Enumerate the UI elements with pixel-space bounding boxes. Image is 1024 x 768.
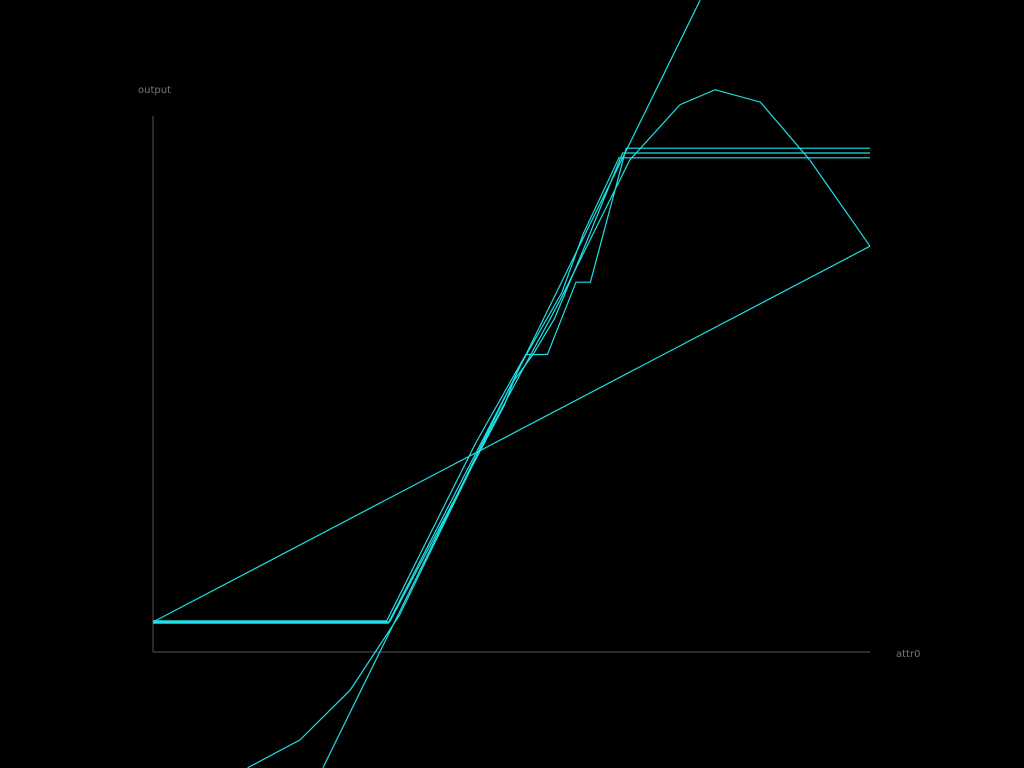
curve [152, 245, 871, 623]
curve [153, 152, 870, 624]
curve [153, 147, 870, 622]
y-axis-label: output [138, 85, 171, 96]
curve [247, 89, 871, 768]
x-axis-label: attr0 [896, 649, 920, 660]
curve [153, 157, 870, 623]
